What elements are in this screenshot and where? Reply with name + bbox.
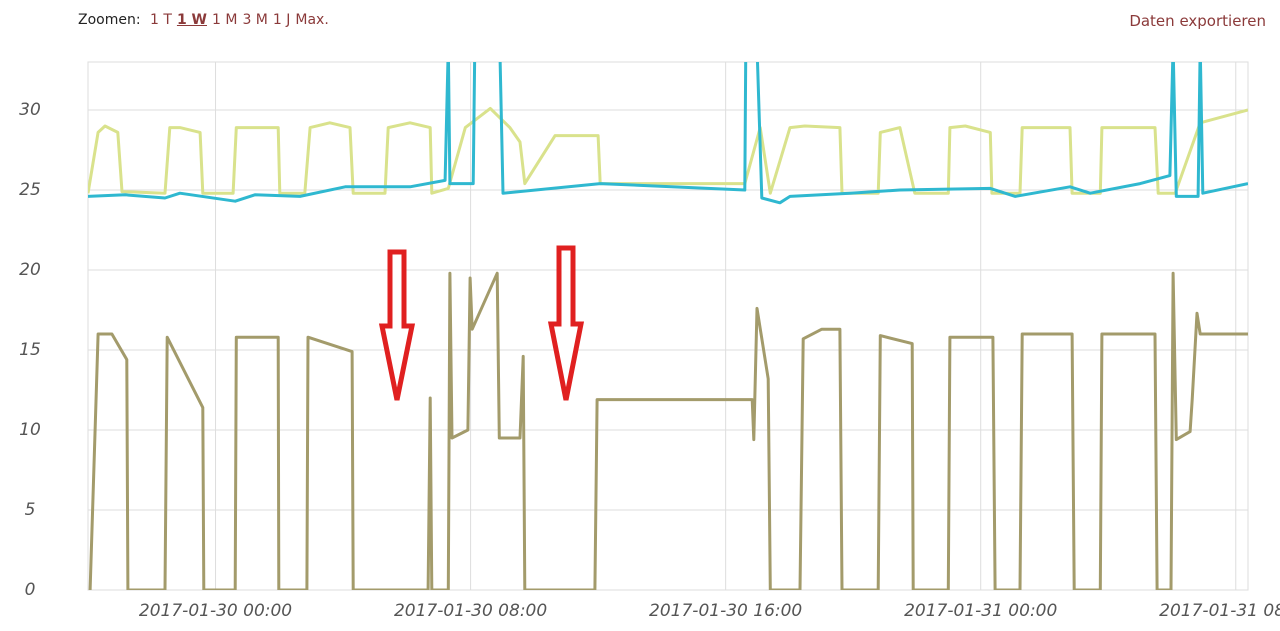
x-tick-label: 2017-01-30 16:00 [649, 601, 802, 621]
zoom-option[interactable]: 1 J [272, 12, 291, 28]
y-tick-label: 25 [19, 180, 41, 200]
grid [87, 61, 1249, 591]
plot-area [88, 62, 1248, 590]
axis-labels: 0 5 10 15 20 25 30 2017-01-30 00:00 2017-01-30 0… [19, 100, 1280, 621]
zoom-label: Zoomen: [78, 12, 141, 28]
y-tick-label: 0 [25, 580, 36, 600]
x-tick-label: 2017-01-31 00:00 [904, 601, 1057, 621]
x-tick-label: 2017-01-30 08:00 [394, 601, 547, 621]
series-line [88, 106, 1248, 195]
zoom-option[interactable]: 1 T [150, 12, 172, 28]
y-tick-label: 30 [19, 100, 41, 120]
y-tick-label: 10 [19, 420, 41, 440]
series-line [88, 271, 1248, 590]
annotation-arrows [378, 245, 585, 401]
y-tick-label: 5 [25, 500, 36, 520]
arrow [547, 245, 585, 401]
zoom-option[interactable]: 1 M [212, 12, 238, 28]
arrow [378, 249, 416, 401]
zoom-option[interactable]: 1 W [176, 12, 207, 28]
export-link[interactable]: Daten exportieren [1129, 12, 1266, 30]
x-tick-label: 2017-01-30 00:00 [139, 601, 292, 621]
series-line [88, 62, 1248, 205]
zoom-option[interactable]: 3 M [242, 12, 268, 28]
y-tick-label: 20 [19, 260, 41, 280]
zoom-option[interactable]: Max. [295, 12, 329, 28]
y-tick-label: 15 [19, 340, 41, 360]
x-tick-label: 2017-01-31 08:00 [1159, 601, 1280, 621]
